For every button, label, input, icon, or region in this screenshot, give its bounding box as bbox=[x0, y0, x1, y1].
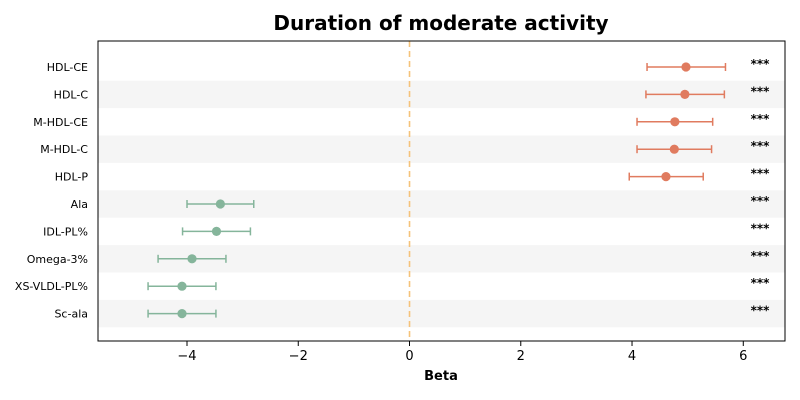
forest-row: IDL-PL% *** bbox=[43, 221, 770, 238]
x-tick-label: 0 bbox=[405, 349, 413, 364]
forest-row: HDL-CE *** bbox=[47, 57, 770, 74]
x-tick-label: 2 bbox=[517, 349, 525, 364]
row-label: M-HDL-C bbox=[40, 143, 88, 156]
row-label: Omega-3% bbox=[27, 253, 88, 266]
significance-marker: *** bbox=[751, 194, 771, 208]
x-axis: −4 −2 0 2 4 6 bbox=[177, 341, 747, 364]
row-label: HDL-C bbox=[54, 88, 89, 101]
beta-point bbox=[187, 254, 197, 264]
beta-point bbox=[670, 117, 680, 127]
forest-row: M-HDL-CE *** bbox=[33, 112, 770, 129]
beta-point bbox=[681, 62, 691, 72]
significance-marker: *** bbox=[751, 112, 771, 126]
row-label: Ala bbox=[71, 198, 88, 211]
x-tick-label: −4 bbox=[177, 349, 196, 364]
row-label: HDL-P bbox=[55, 171, 89, 184]
forest-row: M-HDL-C *** bbox=[40, 139, 770, 156]
significance-marker: *** bbox=[751, 84, 771, 98]
beta-point bbox=[669, 144, 679, 154]
significance-marker: *** bbox=[751, 57, 771, 71]
forest-row: HDL-C *** bbox=[54, 84, 770, 101]
forest-row: Sc-ala *** bbox=[54, 304, 770, 321]
data-rows: HDL-CE ***HDL-C ***M-HDL-CE ***M-HDL-C ***HD… bbox=[15, 57, 770, 321]
forest-row: XS-VLDL-PL% *** bbox=[15, 276, 770, 293]
plot-frame bbox=[97, 40, 786, 342]
significance-marker: *** bbox=[751, 139, 771, 153]
row-label: M-HDL-CE bbox=[33, 116, 88, 129]
row-label: XS-VLDL-PL% bbox=[15, 280, 88, 293]
significance-marker: *** bbox=[751, 276, 771, 290]
forest-row: Omega-3% *** bbox=[27, 249, 770, 266]
beta-point bbox=[177, 309, 187, 319]
beta-point bbox=[215, 199, 225, 209]
beta-point bbox=[661, 172, 671, 182]
significance-marker: *** bbox=[751, 249, 771, 263]
x-tick-label: 4 bbox=[628, 349, 636, 364]
row-label: Sc-ala bbox=[54, 308, 88, 321]
row-label: IDL-PL% bbox=[43, 225, 88, 238]
x-tick-label: −2 bbox=[289, 349, 308, 364]
x-axis-title: Beta bbox=[424, 369, 458, 384]
forest-row: Ala *** bbox=[71, 194, 770, 211]
chart-title: Duration of moderate activity bbox=[273, 11, 608, 35]
significance-marker: *** bbox=[751, 304, 771, 318]
significance-marker: *** bbox=[751, 221, 771, 235]
significance-marker: *** bbox=[751, 167, 771, 181]
beta-point bbox=[177, 281, 187, 291]
x-tick-label: 6 bbox=[739, 349, 747, 364]
row-label: HDL-CE bbox=[47, 61, 88, 74]
forest-row: HDL-P *** bbox=[55, 167, 770, 184]
beta-point bbox=[211, 226, 222, 236]
beta-point bbox=[680, 89, 690, 99]
